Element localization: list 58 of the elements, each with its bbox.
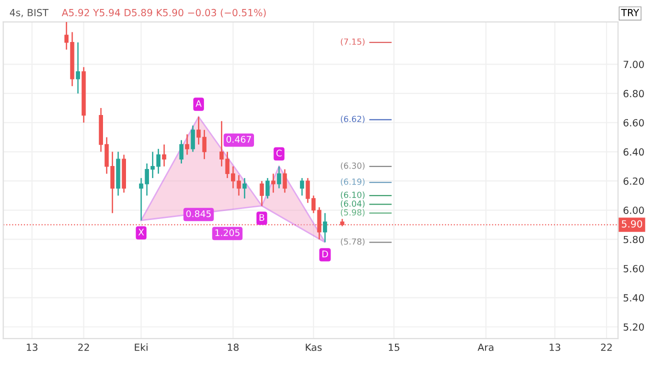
y-tick-label: 6.80 — [624, 90, 644, 98]
ref-line-label: (7.15) — [340, 38, 365, 46]
ref-line-label: (6.04) — [340, 200, 365, 208]
ref-line-label: (6.10) — [340, 192, 365, 199]
y-tick-label: 7.00 — [624, 60, 644, 68]
candlestick — [282, 168, 287, 194]
candlestick — [220, 120, 224, 168]
y-tick-label: 6.00 — [624, 206, 644, 214]
candlestick — [139, 177, 144, 221]
text: A5.92 Y5.94 D5.89 K5.90 −0.03 (−0.51%) — [62, 8, 266, 18]
candlestick — [185, 134, 190, 156]
candlestick — [322, 212, 328, 243]
ref-line-label: (5.78) — [340, 238, 365, 246]
ref-line-label: 5.90 — [622, 220, 642, 228]
candlestick — [276, 166, 282, 189]
candlestick — [156, 148, 160, 174]
y-tick-label: 6.20 — [624, 177, 644, 185]
candlestick — [179, 140, 184, 164]
candlestick — [236, 174, 241, 196]
chart-subtitle: 4s, BIST — [10, 8, 49, 18]
candlestick — [271, 173, 276, 194]
candlestick — [202, 129, 206, 160]
y-tick-label: 5.20 — [624, 323, 644, 331]
y-tick-label: 5.60 — [624, 265, 644, 272]
candlestick — [242, 177, 247, 200]
annotation: 0.845 — [186, 210, 211, 218]
x-tick-label: Eki — [134, 343, 148, 351]
annotation: 0.467 — [226, 136, 251, 143]
y-tick-label: 5.40 — [624, 294, 644, 302]
annotation: X — [138, 228, 144, 236]
candlestick — [76, 42, 80, 94]
candlestick — [300, 177, 304, 196]
candlestick — [190, 124, 195, 152]
candlestick — [265, 177, 270, 200]
ref-line-label: (6.30) — [340, 162, 365, 170]
annotation: A — [196, 100, 202, 107]
annotation: C — [276, 150, 282, 157]
ref-line-label: (6.19) — [340, 178, 365, 186]
candlestick — [162, 144, 166, 168]
annotation: B — [260, 214, 264, 221]
annotation: 1.205 — [215, 229, 240, 236]
x-tick-label: 15 — [388, 344, 400, 351]
y-tick-label: 6.40 — [624, 148, 644, 156]
x-tick-label: Kas — [306, 344, 322, 351]
y-tick-label: 5.80 — [624, 236, 644, 244]
x-tick-label: 18 — [228, 344, 239, 351]
x-tick-label: 22 — [78, 344, 89, 351]
y-tick-label: 6.60 — [624, 119, 644, 126]
ref-line-label: (6.62) — [340, 116, 365, 124]
candlestick — [260, 180, 264, 206]
y-axis-title: TRY — [621, 9, 640, 16]
x-tick-label: 13 — [550, 344, 560, 351]
candlestick — [196, 116, 201, 146]
x-tick-label: 22 — [601, 344, 612, 351]
x-tick-label: Ara — [478, 344, 494, 351]
ref-line-label: (5.98) — [340, 209, 365, 216]
x-tick-label: 13 — [26, 344, 38, 351]
annotation: D — [322, 250, 328, 258]
